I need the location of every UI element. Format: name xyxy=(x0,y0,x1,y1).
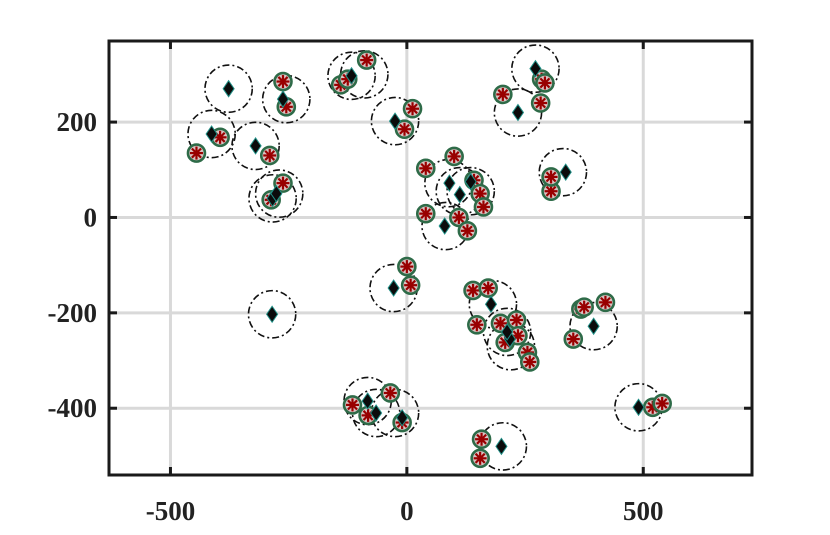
asterisk-point xyxy=(574,297,594,317)
diamond-point xyxy=(587,317,600,336)
diamond-point xyxy=(387,279,400,297)
coverage-circle xyxy=(482,307,532,357)
asterisk-point xyxy=(186,143,207,163)
coverage-circle xyxy=(538,147,588,197)
diamond-point xyxy=(632,398,645,417)
asterisk-point xyxy=(444,146,464,167)
diamond-point xyxy=(438,217,451,235)
x-tick-label: 500 xyxy=(623,496,664,526)
coverage-circle xyxy=(446,166,496,216)
coverage-circle xyxy=(254,169,304,219)
y-tick-label: 0 xyxy=(84,202,98,232)
y-tick-label: -200 xyxy=(48,298,98,328)
asterisk-point xyxy=(467,314,487,335)
y-tick-label: 200 xyxy=(57,107,98,137)
asterisk-point xyxy=(273,173,293,193)
asterisk-point xyxy=(478,278,498,298)
coverage-circles xyxy=(187,44,663,471)
asterisk-point xyxy=(506,310,527,330)
diamond-point xyxy=(464,172,477,191)
diamond-point xyxy=(222,79,235,98)
diamond-point xyxy=(453,185,466,204)
asterisk-point xyxy=(473,197,494,217)
plot-frame xyxy=(107,39,754,477)
asterisk-point xyxy=(397,256,417,277)
axis-ticks: -500 0 500 200 0 -200 -400 xyxy=(48,41,752,526)
coverage-circle xyxy=(511,44,560,94)
asterisk-point xyxy=(493,84,513,105)
coverage-circle xyxy=(478,421,528,471)
asterisk-point xyxy=(380,383,401,403)
diamond-point xyxy=(266,305,279,324)
diamond-point xyxy=(370,404,383,422)
diamond-point xyxy=(205,125,218,143)
y-tick-label: -400 xyxy=(48,393,98,423)
coverage-circle xyxy=(204,64,254,114)
coverage-circle xyxy=(370,96,420,146)
asterisk-point xyxy=(259,145,280,166)
diamond-point xyxy=(500,323,514,341)
coverage-circle xyxy=(248,173,298,223)
diamond-point xyxy=(249,137,262,155)
asterisk-point xyxy=(470,448,490,469)
asterisk-point xyxy=(415,203,436,224)
diamond-point xyxy=(345,66,358,85)
asterisk-point xyxy=(471,429,492,450)
asterisk-point xyxy=(530,93,551,113)
x-tick-label: 0 xyxy=(400,496,414,526)
diamond-point xyxy=(529,59,542,78)
coverage-circle xyxy=(327,51,376,101)
x-tick-label: -500 xyxy=(146,496,196,526)
asterisk-point xyxy=(535,73,555,93)
asterisk-point xyxy=(415,158,436,179)
diamond-point xyxy=(396,408,409,427)
asterisk-point xyxy=(457,221,478,241)
diamond-point xyxy=(276,90,290,109)
asterisk-point xyxy=(342,395,363,415)
asterisk-point xyxy=(595,292,616,313)
asterisk-point xyxy=(652,393,672,414)
asterisk-point xyxy=(356,50,377,70)
coverage-circle xyxy=(231,121,281,171)
asterisk-point xyxy=(519,352,540,372)
coverage-circle xyxy=(247,289,297,339)
asterisk-point xyxy=(273,71,293,92)
diamond-point xyxy=(559,163,572,182)
asterisk-point xyxy=(563,329,584,349)
asterisk-point xyxy=(463,280,483,301)
diamond-point xyxy=(361,392,374,410)
diamond-point xyxy=(443,174,456,193)
diamond-point xyxy=(511,103,525,122)
diamond-point xyxy=(270,184,283,203)
diamond-point xyxy=(495,437,508,456)
asterisk-point xyxy=(541,167,561,187)
diamond-point xyxy=(484,295,498,314)
asterisk-point xyxy=(402,98,423,119)
asterisk-point xyxy=(394,119,415,140)
diamond-point xyxy=(388,112,402,131)
data-points xyxy=(186,50,672,469)
coverage-circle xyxy=(569,301,619,351)
asterisk-point xyxy=(400,275,421,295)
